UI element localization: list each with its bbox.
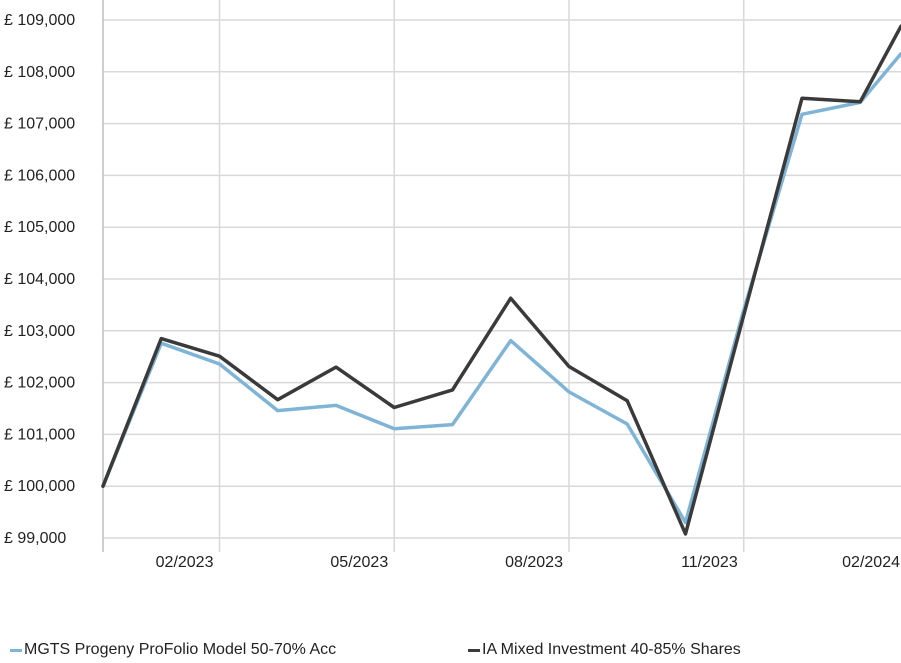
y-tick-label: £ 99,000 (4, 530, 66, 547)
y-tick-label: £ 100,000 (4, 478, 75, 495)
legend-swatch-series-1 (10, 648, 22, 652)
legend-item-series-2: IA Mixed Investment 40-85% Shares (468, 641, 741, 659)
y-tick-label: £ 102,000 (4, 375, 75, 392)
y-tick-label: £ 106,000 (4, 167, 75, 184)
y-tick-label: £ 101,000 (4, 426, 75, 443)
x-tick-label: 02/2023 (156, 554, 214, 571)
y-tick-label: £ 103,000 (4, 323, 75, 340)
legend-swatch-series-2 (468, 648, 480, 652)
legend-item-series-1: MGTS Progeny ProFolio Model 50-70% Acc (10, 641, 336, 659)
y-tick-label: £ 104,000 (4, 271, 75, 288)
legend: MGTS Progeny ProFolio Model 50-70% Acc I… (0, 641, 901, 663)
x-tick-label: 11/2023 (681, 554, 738, 571)
line-chart: £ 99,000 £ 100,000 £ 101,000 £ 102,000 £ 103… (4, 0, 901, 571)
y-tick-label: £ 105,000 (4, 219, 75, 236)
y-tick-label: £ 108,000 (4, 64, 75, 81)
series-lines (101, 24, 901, 536)
x-tick-label: 05/2023 (330, 554, 388, 571)
legend-label-series-2: IA Mixed Investment 40-85% Shares (482, 641, 741, 658)
axes: £ 99,000 £ 100,000 £ 101,000 £ 102,000 £ 103… (4, 0, 900, 571)
series-line-2 (101, 24, 901, 536)
y-tick-label: £ 107,000 (4, 116, 75, 133)
x-tick-label: 08/2023 (505, 554, 563, 571)
grid (103, 0, 901, 552)
series-line-1 (101, 51, 901, 525)
y-tick-label: £ 109,000 (4, 12, 75, 29)
legend-label-series-1: MGTS Progeny ProFolio Model 50-70% Acc (24, 641, 337, 658)
x-tick-label: 02/2024 (842, 554, 900, 571)
